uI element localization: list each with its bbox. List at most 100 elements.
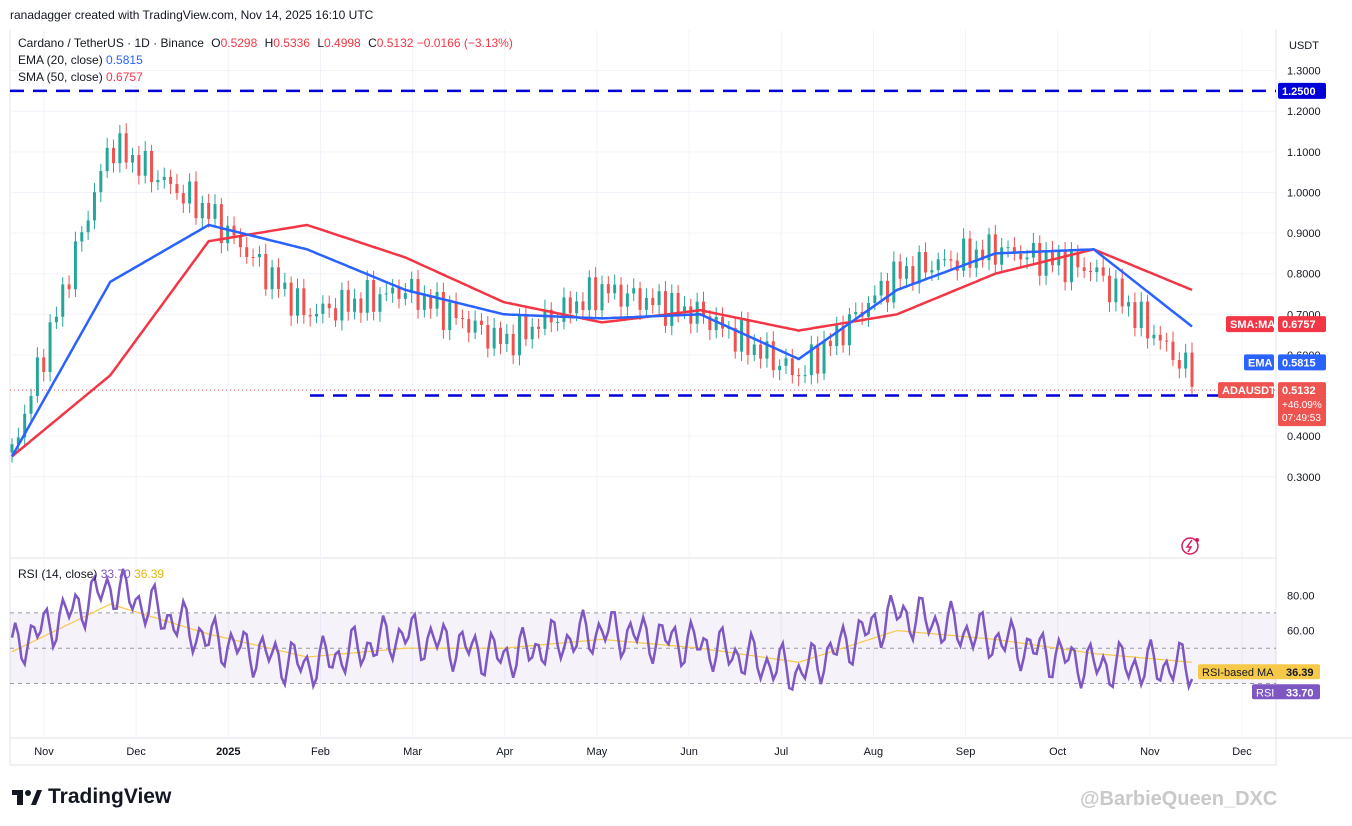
lightning-icon[interactable] <box>1181 537 1199 555</box>
candle-body <box>746 320 750 355</box>
candle-body <box>302 288 306 316</box>
candle-body <box>264 253 268 290</box>
candle-body <box>873 295 877 303</box>
candle-body <box>879 280 883 296</box>
created-line: ranadagger created with TradingView.com,… <box>10 8 374 22</box>
candle-body <box>1108 275 1112 303</box>
candle-body <box>169 176 173 184</box>
ema-label[interactable]: EMA (20, close) <box>18 53 103 67</box>
candle-body <box>613 284 617 294</box>
time-tick: Dec <box>1232 746 1252 758</box>
candle-body <box>676 293 680 313</box>
price-tick: 1.3000 <box>1287 66 1321 78</box>
candle-body <box>315 313 319 317</box>
candle-body <box>885 280 889 303</box>
candle-body <box>911 266 915 284</box>
candle-body <box>1139 301 1143 329</box>
time-tick: Nov <box>1140 746 1160 758</box>
candle-body <box>175 183 179 194</box>
candle-body <box>270 267 274 290</box>
last-price: 0.5132 <box>1282 385 1316 397</box>
countdown: 07:49:53 <box>1282 413 1321 424</box>
candle-body <box>346 289 350 312</box>
candle-body <box>505 333 509 345</box>
price-tick: 0.3000 <box>1287 472 1321 484</box>
candle-body <box>581 301 585 311</box>
candle-body <box>10 444 14 453</box>
sma-label[interactable]: SMA (50, close) <box>18 70 103 84</box>
candle-body <box>327 303 331 309</box>
candle-body <box>251 256 255 258</box>
candle-body <box>733 327 737 352</box>
candle-body <box>543 309 547 329</box>
candle-body <box>1025 257 1029 260</box>
candle-body <box>150 150 154 183</box>
candle-body <box>816 344 820 374</box>
last-change: +46.09% <box>1282 400 1322 411</box>
candle-body <box>118 133 122 164</box>
candle-body <box>943 259 947 261</box>
chart-legend: Cardano / TetherUS · 1D · Binance O0.529… <box>18 36 513 84</box>
candle-body <box>1190 352 1194 387</box>
candle-body <box>1158 334 1162 341</box>
candle-body <box>384 293 388 295</box>
candle-body <box>606 284 610 294</box>
candle-body <box>213 204 217 219</box>
candle-body <box>61 284 65 317</box>
candle-body <box>29 396 33 414</box>
rsi-badge-box <box>1252 684 1320 700</box>
tradingview-logo[interactable]: TradingView <box>12 785 171 809</box>
candle-body <box>340 289 344 321</box>
candle-body <box>625 293 629 307</box>
candle-body <box>587 277 591 311</box>
candle-body <box>1095 267 1099 273</box>
candle-body <box>740 320 744 352</box>
candle-body <box>702 301 706 317</box>
candle-body <box>847 314 851 346</box>
sma-tag-box <box>1226 316 1274 333</box>
candle-body <box>809 344 813 376</box>
candle-body <box>575 301 579 314</box>
symbol-title[interactable]: Cardano / TetherUS · 1D · Binance <box>18 36 204 50</box>
candle-body <box>1044 250 1048 276</box>
time-tick: Aug <box>864 746 884 758</box>
ema-value: 0.5815 <box>106 53 143 67</box>
candle-body <box>1101 267 1105 276</box>
candle-body <box>42 357 46 372</box>
candle-body <box>80 232 84 242</box>
change-value: −0.0166 (−3.13%) <box>416 36 513 50</box>
candle-body <box>35 357 39 397</box>
candle-body <box>295 288 299 316</box>
candle-body <box>771 341 775 371</box>
candle-body <box>797 375 801 377</box>
candle-body <box>1063 251 1067 283</box>
candle-body <box>638 288 642 310</box>
sma-tag: SMA:MA <box>1230 319 1275 331</box>
candle-body <box>917 251 921 284</box>
price-tick: 1.1000 <box>1287 147 1321 159</box>
candle-body <box>511 333 515 356</box>
candle-body <box>219 204 223 244</box>
candle-body <box>372 280 376 312</box>
rsi-ma-badge-value: 36.39 <box>1286 667 1314 679</box>
candle-body <box>1184 352 1188 369</box>
candle-body <box>92 192 96 221</box>
rsi-value: 33.70 <box>100 567 131 581</box>
candle-body <box>518 315 522 356</box>
candle-body <box>1019 253 1023 260</box>
rsi-label[interactable]: RSI (14, close) <box>18 567 98 581</box>
candle-body <box>905 266 909 279</box>
time-tick: Sep <box>956 746 976 758</box>
ema-badge-box <box>1278 354 1326 371</box>
candle-body <box>1133 302 1137 329</box>
candle-body <box>556 321 560 323</box>
watermark: @BarbieQueen_DXC <box>1080 788 1278 810</box>
candle-body <box>1177 360 1181 369</box>
candle-body <box>1038 242 1042 276</box>
candle-body <box>962 238 966 271</box>
candle-body <box>835 325 839 347</box>
time-tick: Feb <box>311 746 330 758</box>
sma-badge-box <box>1278 316 1326 333</box>
symbol-tag: ADAUSDT <box>1222 385 1276 397</box>
